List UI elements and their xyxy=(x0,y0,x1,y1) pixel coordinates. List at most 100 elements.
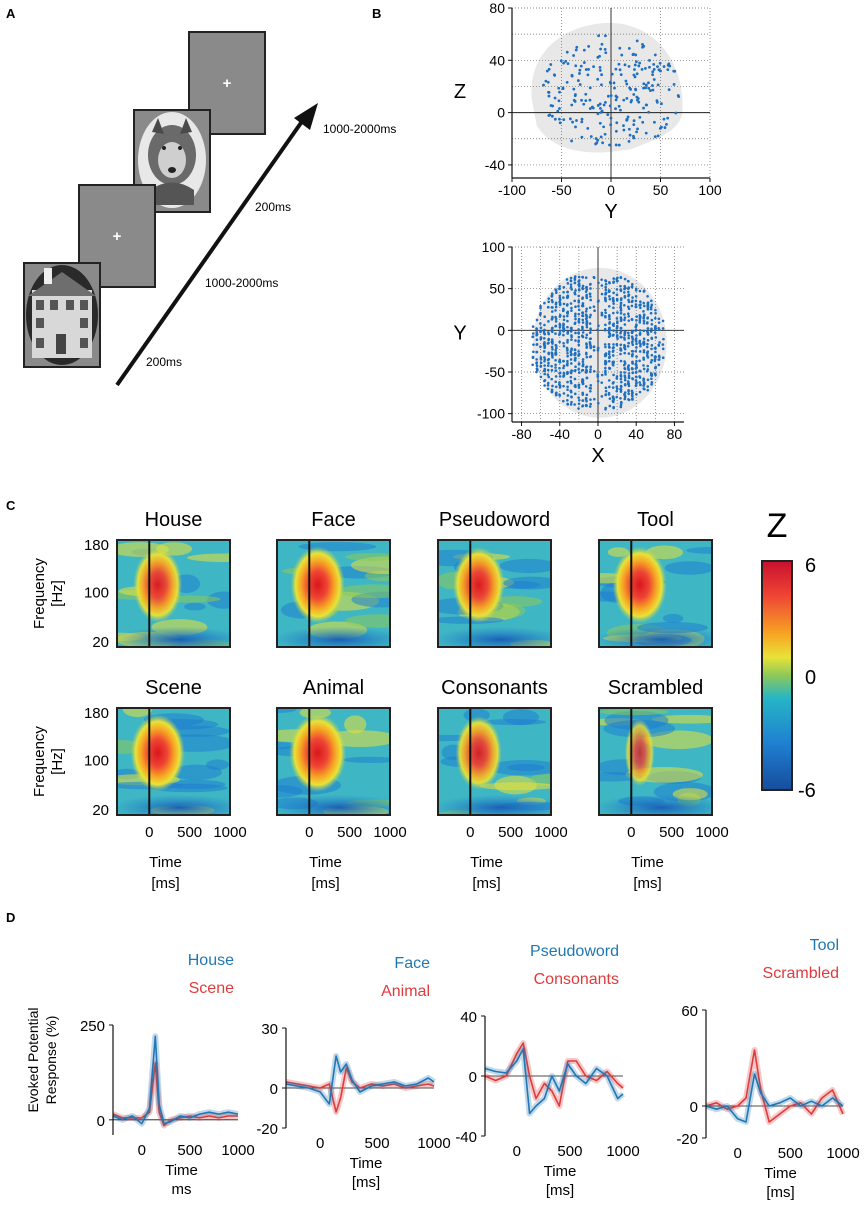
time-arrowhead xyxy=(294,103,318,130)
evoked-subplot-2: Face Animal 30 0 -20 0 500 1000 Time [ms] xyxy=(256,955,450,1191)
electrode-point xyxy=(574,365,577,369)
series-face-band xyxy=(285,1053,436,1107)
electrode-point xyxy=(635,381,638,384)
electrode-point xyxy=(600,381,604,384)
x-axis-label: Time xyxy=(764,1165,797,1182)
electrode-point xyxy=(604,51,608,55)
electrode-point xyxy=(569,390,573,394)
electrode-point xyxy=(581,404,585,407)
electrode-point xyxy=(619,377,623,381)
y-tick-label: 20 xyxy=(92,634,109,651)
electrode-point xyxy=(554,348,558,352)
electrode-point xyxy=(619,371,623,374)
electrode-point xyxy=(570,306,573,310)
electrode-point xyxy=(557,99,561,103)
electrode-point xyxy=(632,123,636,127)
electrode-point xyxy=(608,280,611,284)
electrode-point xyxy=(658,341,661,344)
spectrogram-frame xyxy=(598,539,713,648)
electrode-point xyxy=(577,299,580,302)
legend-red: Scene xyxy=(189,980,234,997)
electrode-point xyxy=(547,114,551,117)
electrode-point xyxy=(581,360,585,364)
electrode-point xyxy=(573,383,577,387)
electrode-point xyxy=(654,346,657,350)
electrode-point xyxy=(642,290,646,293)
electrode-point xyxy=(543,332,547,336)
electrode-point xyxy=(612,311,615,315)
electrode-point xyxy=(550,114,554,118)
electrode-point xyxy=(657,326,660,330)
electrode-point xyxy=(566,380,569,384)
y-axis-label: Frequency xyxy=(31,726,48,797)
electrode-point xyxy=(587,45,591,48)
electrode-point xyxy=(622,128,626,132)
electrode-point xyxy=(623,331,627,334)
electrode-point xyxy=(543,367,547,371)
electrode-point xyxy=(562,366,565,370)
electrode-point xyxy=(627,398,631,402)
electrode-point xyxy=(570,335,573,339)
electrode-point xyxy=(619,319,623,323)
x-axis-label: X xyxy=(591,445,604,467)
electrode-point xyxy=(631,394,634,398)
x-axis-label-unit: [ms] xyxy=(472,875,500,892)
x-tick-label: 0 xyxy=(627,824,635,841)
electrode-point xyxy=(577,384,581,387)
electrode-point xyxy=(616,321,619,325)
electrode-point xyxy=(623,367,627,371)
spectrogram-title: House xyxy=(145,509,203,531)
electrode-point xyxy=(573,392,577,396)
electrode-point xyxy=(554,380,557,384)
electrode-point xyxy=(558,294,562,298)
y-tick-label: -20 xyxy=(256,1121,278,1138)
y-tick-label: 250 xyxy=(80,1018,105,1035)
electrode-point xyxy=(602,125,606,129)
electrode-point xyxy=(608,334,612,338)
electrode-point xyxy=(543,344,546,347)
electrode-point xyxy=(603,47,607,51)
electrode-point xyxy=(626,345,630,348)
x-tick-label: 80 xyxy=(667,426,683,442)
high-gamma-activation xyxy=(133,547,183,623)
electrode-point xyxy=(589,387,593,390)
electrode-point xyxy=(589,327,592,331)
electrode-point xyxy=(553,117,557,121)
electrode-point xyxy=(608,367,611,370)
x-tick-label: 40 xyxy=(628,426,644,442)
electrode-point xyxy=(577,294,581,298)
y-tick-label: 30 xyxy=(261,1021,278,1038)
electrode-point xyxy=(597,324,600,328)
y-tick-label: 40 xyxy=(460,1009,477,1026)
electrode-point xyxy=(646,338,650,342)
high-gamma-activation xyxy=(455,716,502,790)
electrode-point xyxy=(592,370,596,373)
electrode-point xyxy=(580,120,584,124)
electrode-point xyxy=(653,316,657,320)
colorbar-mid: 0 xyxy=(805,667,816,689)
electrode-point xyxy=(562,315,566,318)
y-axis-label-unit: [Hz] xyxy=(49,748,66,775)
electrode-point xyxy=(589,295,592,298)
electrode-point xyxy=(569,285,573,289)
electrode-point xyxy=(539,322,542,325)
electrode-point xyxy=(666,116,670,120)
electrode-point xyxy=(604,279,608,283)
electrode-point xyxy=(543,328,546,332)
electrode-point xyxy=(589,313,592,317)
x-axis-label: Time xyxy=(309,854,342,871)
electrode-point xyxy=(652,67,656,71)
electrode-point xyxy=(549,63,553,66)
electrode-point xyxy=(615,121,619,125)
evoked-subplot-4: Tool Scrambled 60 0 -20 0 500 1000 Time [ms] xyxy=(676,937,859,1201)
y-tick-label: 0 xyxy=(270,1081,278,1098)
electrode-point xyxy=(600,83,603,87)
electrode-point xyxy=(639,303,642,307)
spectrogram-field xyxy=(117,540,230,647)
electrode-point xyxy=(550,318,554,321)
electrode-point xyxy=(577,312,581,316)
electrode-point xyxy=(596,300,600,303)
electrode-point xyxy=(589,135,593,138)
electrode-point xyxy=(627,382,631,386)
